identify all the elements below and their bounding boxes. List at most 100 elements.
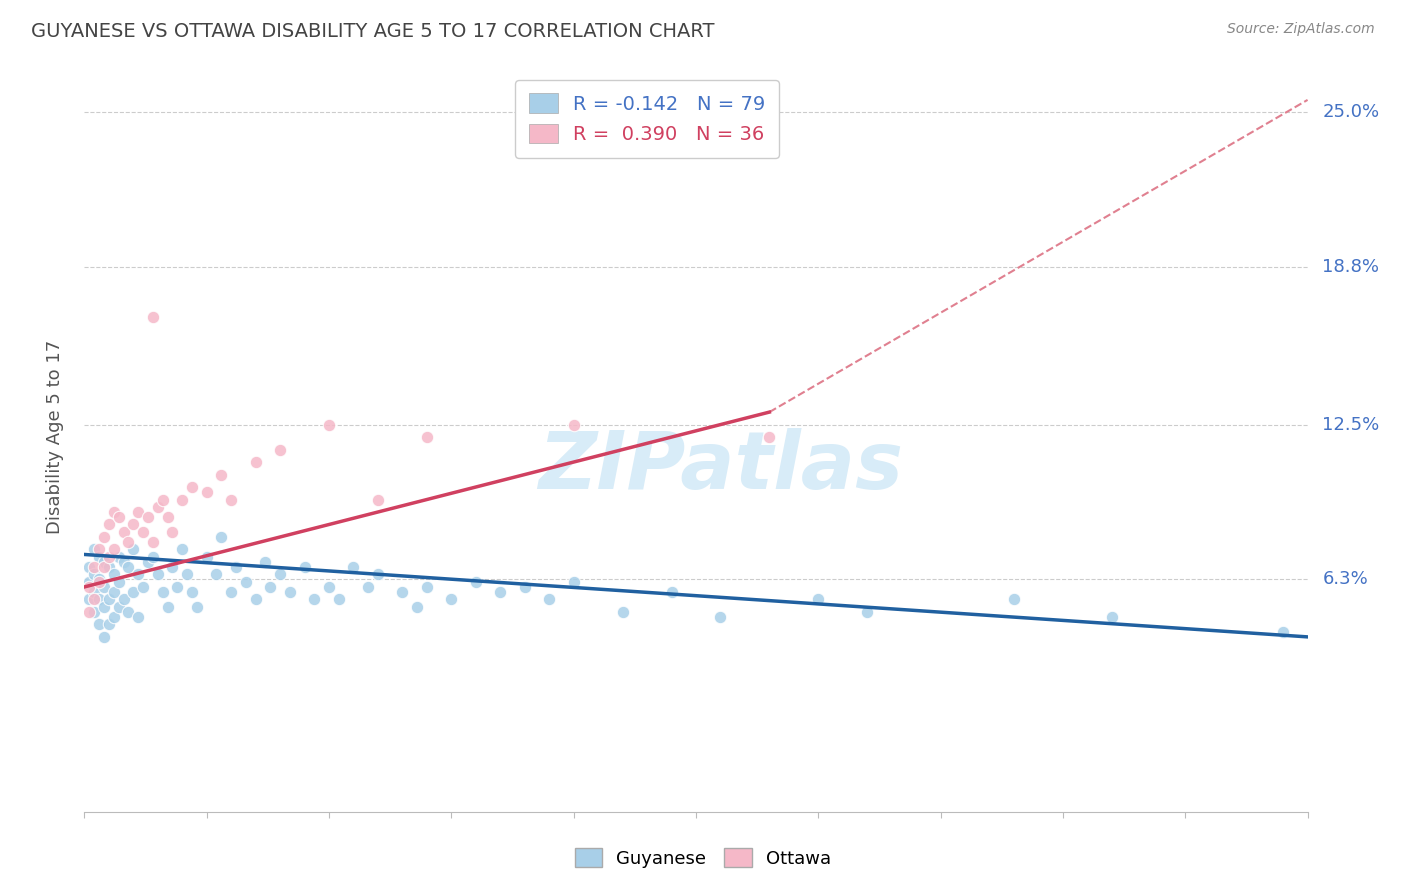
Point <box>107 599 129 614</box>
Point <box>278 585 301 599</box>
Point <box>156 510 179 524</box>
Point <box>142 310 165 325</box>
Point <box>132 580 155 594</box>
Point <box>87 574 110 589</box>
Point <box>152 585 174 599</box>
Point <box>127 567 149 582</box>
Point <box>464 574 486 589</box>
Point <box>416 430 439 444</box>
Point <box>112 524 135 539</box>
Text: 6.3%: 6.3% <box>1322 571 1368 589</box>
Point <box>97 517 120 532</box>
Point <box>97 617 120 632</box>
Point <box>156 599 179 614</box>
Point <box>166 580 188 594</box>
Point <box>83 542 105 557</box>
Point <box>219 585 242 599</box>
Point <box>709 610 731 624</box>
Point <box>195 549 218 564</box>
Point <box>97 592 120 607</box>
Point <box>107 510 129 524</box>
Legend: R = -0.142   N = 79, R =  0.390   N = 36: R = -0.142 N = 79, R = 0.390 N = 36 <box>515 79 779 158</box>
Point <box>103 585 125 599</box>
Point <box>205 567 228 582</box>
Text: Source: ZipAtlas.com: Source: ZipAtlas.com <box>1227 22 1375 37</box>
Point <box>107 549 129 564</box>
Point <box>172 542 194 557</box>
Point <box>367 567 389 582</box>
Point <box>259 580 281 594</box>
Point <box>1272 624 1295 639</box>
Point <box>162 560 184 574</box>
Point <box>342 560 364 574</box>
Point <box>367 492 389 507</box>
Point <box>87 542 110 557</box>
Point <box>152 492 174 507</box>
Point <box>97 549 120 564</box>
Point <box>562 417 585 432</box>
Point <box>77 580 100 594</box>
Point <box>93 630 115 644</box>
Point <box>83 585 105 599</box>
Point <box>136 555 159 569</box>
Point <box>176 567 198 582</box>
Point <box>117 560 139 574</box>
Point <box>93 530 115 544</box>
Point <box>97 560 120 574</box>
Point <box>172 492 194 507</box>
Point <box>269 442 291 457</box>
Point <box>142 535 165 549</box>
Point <box>83 567 105 582</box>
Point <box>122 517 145 532</box>
Point <box>269 567 291 582</box>
Point <box>77 605 100 619</box>
Point <box>318 580 340 594</box>
Text: 25.0%: 25.0% <box>1322 103 1379 121</box>
Point <box>146 500 169 514</box>
Point <box>661 585 683 599</box>
Point <box>807 592 830 607</box>
Point <box>612 605 634 619</box>
Point <box>142 549 165 564</box>
Point <box>562 574 585 589</box>
Point <box>219 492 242 507</box>
Text: 12.5%: 12.5% <box>1322 416 1379 434</box>
Point <box>304 592 326 607</box>
Point <box>136 510 159 524</box>
Point <box>83 560 105 574</box>
Point <box>513 580 536 594</box>
Point <box>186 599 208 614</box>
Point <box>357 580 380 594</box>
Point <box>181 585 204 599</box>
Point <box>107 574 129 589</box>
Legend: Guyanese, Ottawa: Guyanese, Ottawa <box>564 838 842 879</box>
Point <box>1002 592 1025 607</box>
Point <box>538 592 561 607</box>
Point <box>127 610 149 624</box>
Point <box>235 574 257 589</box>
Text: 18.8%: 18.8% <box>1322 259 1379 277</box>
Point <box>93 560 115 574</box>
Point <box>87 549 110 564</box>
Point <box>856 605 879 619</box>
Point <box>117 605 139 619</box>
Point <box>93 599 115 614</box>
Point <box>209 530 232 544</box>
Point <box>132 524 155 539</box>
Point <box>83 592 105 607</box>
Point <box>758 430 780 444</box>
Point <box>209 467 232 482</box>
Text: ZIPatlas: ZIPatlas <box>538 428 903 506</box>
Point <box>181 480 204 494</box>
Point <box>1101 610 1123 624</box>
Point <box>87 617 110 632</box>
Point <box>93 555 115 569</box>
Point <box>103 567 125 582</box>
Point <box>103 542 125 557</box>
Point <box>245 455 267 469</box>
Point <box>87 592 110 607</box>
Point <box>391 585 413 599</box>
Y-axis label: Disability Age 5 to 17: Disability Age 5 to 17 <box>45 340 63 534</box>
Point <box>318 417 340 432</box>
Point <box>112 592 135 607</box>
